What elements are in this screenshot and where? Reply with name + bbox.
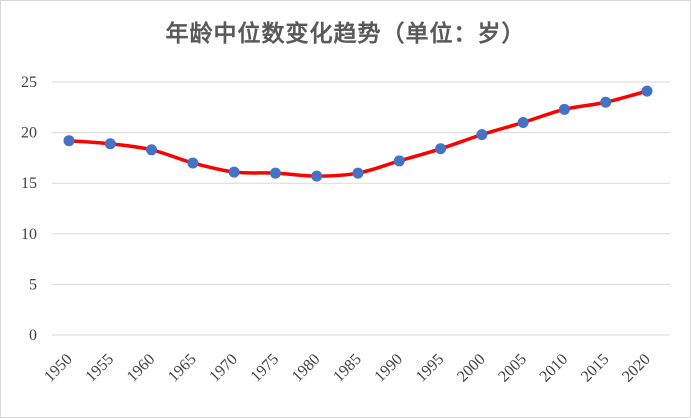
data-point bbox=[641, 85, 653, 97]
x-tick-label: 2020 bbox=[619, 351, 654, 386]
gridlines bbox=[52, 81, 670, 336]
y-tick-label: 20 bbox=[21, 125, 37, 142]
data-point bbox=[228, 166, 240, 178]
x-tick-label: 1990 bbox=[371, 351, 406, 386]
x-tick-label: 2010 bbox=[537, 351, 572, 386]
data-point bbox=[63, 135, 75, 147]
y-tick-label: 5 bbox=[29, 276, 37, 293]
data-point bbox=[476, 129, 488, 141]
x-tick-label: 2000 bbox=[454, 351, 489, 386]
data-point bbox=[558, 103, 570, 115]
series-line bbox=[67, 89, 649, 178]
data-point bbox=[352, 167, 364, 179]
y-tick-label: 10 bbox=[21, 226, 37, 243]
x-tick-label: 1965 bbox=[165, 351, 200, 386]
data-point bbox=[269, 167, 281, 179]
x-tick-label: 1995 bbox=[413, 351, 448, 386]
series-layer bbox=[63, 85, 653, 182]
x-tick-label: 1985 bbox=[330, 351, 365, 386]
y-tick-label: 0 bbox=[29, 327, 37, 344]
x-tick-label: 2005 bbox=[495, 351, 530, 386]
x-tick-label: 1955 bbox=[82, 351, 117, 386]
x-tick-label: 2015 bbox=[578, 351, 613, 386]
x-tick-label: 1975 bbox=[248, 351, 283, 386]
data-point bbox=[146, 144, 158, 156]
x-tick-label: 1970 bbox=[206, 351, 241, 386]
x-tick-label: 1950 bbox=[41, 351, 76, 386]
y-tick-label: 15 bbox=[21, 175, 37, 192]
data-point bbox=[311, 170, 323, 182]
x-tick-label: 1980 bbox=[289, 351, 324, 386]
data-point bbox=[393, 155, 405, 167]
data-point bbox=[435, 143, 447, 155]
x-axis-ticks: 1950 1955 1960 1965 1970 1975 1980 1985 1990 1995… bbox=[41, 351, 654, 386]
data-point bbox=[517, 116, 529, 128]
data-point bbox=[187, 157, 199, 169]
chart-title: 年龄中位数变化趋势（单位：岁） bbox=[165, 20, 526, 47]
data-point bbox=[104, 138, 116, 150]
x-tick-label: 1960 bbox=[124, 351, 159, 386]
data-point bbox=[600, 96, 612, 108]
y-tick-label: 25 bbox=[21, 74, 37, 91]
y-axis-ticks: 0 5 10 15 20 25 bbox=[21, 74, 37, 344]
